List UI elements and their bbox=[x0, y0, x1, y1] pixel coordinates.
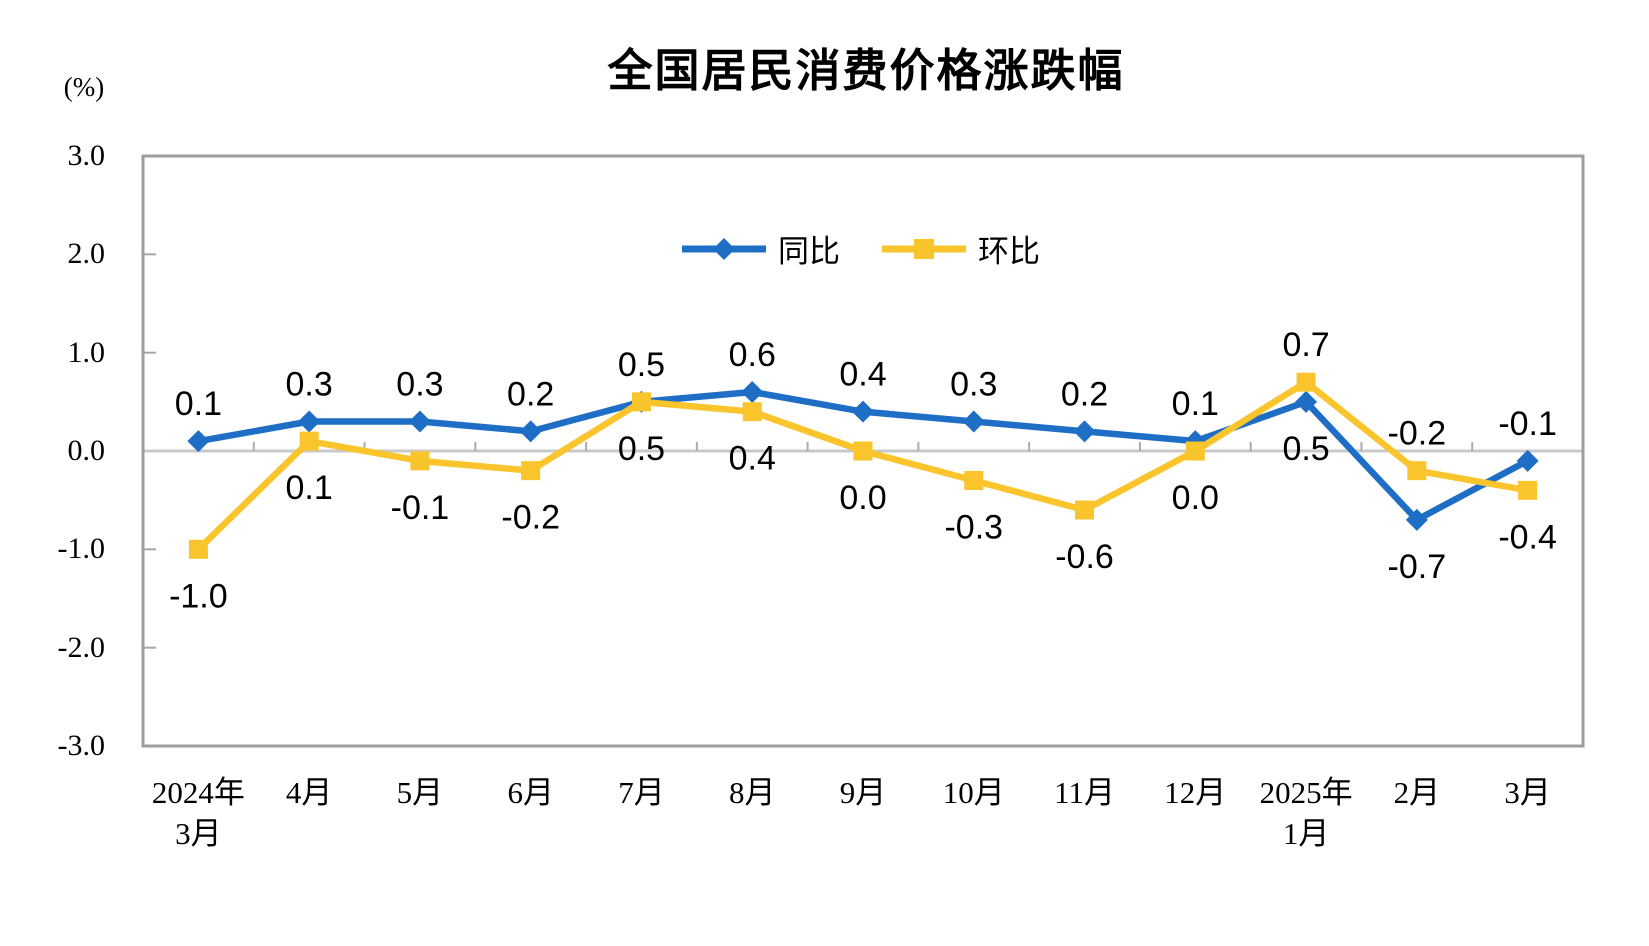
yoy-line-diamond-icon bbox=[682, 237, 766, 260]
y-axis-unit-label: (%) bbox=[63, 72, 105, 102]
data-point-marker-yoy bbox=[298, 410, 321, 433]
x-axis-label: 3月 bbox=[1443, 772, 1613, 814]
data-point-label-yoy: 0.1 bbox=[1172, 385, 1219, 423]
data-point-marker-yoy bbox=[1295, 390, 1318, 413]
mom-line-square-icon bbox=[882, 238, 966, 259]
data-point-label-mom: -0.6 bbox=[1055, 538, 1114, 576]
x-axis-label-line: 8月 bbox=[728, 775, 776, 810]
x-axis-label-line: 10月 bbox=[942, 775, 1005, 810]
data-point-marker-yoy bbox=[519, 420, 542, 443]
x-axis-label: 4月 bbox=[224, 772, 394, 814]
data-point-marker-yoy bbox=[741, 381, 764, 403]
legend-label-mom: 环比 bbox=[978, 234, 1040, 269]
x-axis-label: 7月 bbox=[556, 772, 726, 814]
x-axis-label: 12月 bbox=[1110, 772, 1280, 814]
y-axis-label: -2.0 bbox=[57, 630, 106, 664]
x-axis-label-line: 2025年 bbox=[1259, 775, 1353, 810]
x-axis-label: 2月 bbox=[1332, 772, 1502, 814]
data-point-label-yoy: 0.6 bbox=[729, 336, 776, 374]
data-point-marker-mom bbox=[521, 461, 541, 481]
x-axis-label-line: 3月 bbox=[1504, 775, 1551, 810]
x-axis-label-line: 6月 bbox=[507, 775, 554, 810]
data-point-marker-mom bbox=[410, 451, 430, 471]
data-point-marker-mom bbox=[1296, 372, 1316, 392]
x-axis-label: 9月 bbox=[778, 772, 948, 814]
data-point-label-yoy: -0.1 bbox=[1498, 405, 1557, 443]
data-point-label-mom: 0.1 bbox=[286, 469, 333, 507]
data-point-label-yoy: 0.5 bbox=[1282, 430, 1329, 468]
y-axis-label: 2.0 bbox=[67, 237, 106, 271]
data-point-label-mom: 0.4 bbox=[729, 440, 776, 478]
data-point-marker-yoy bbox=[1516, 449, 1539, 472]
x-axis-label-line: 7月 bbox=[618, 775, 665, 810]
data-point-label-mom: 0.0 bbox=[839, 479, 886, 517]
legend-item-yoy: 同比 bbox=[680, 226, 840, 271]
data-point-label-yoy: 0.2 bbox=[1061, 375, 1108, 413]
y-axis-label: 0.0 bbox=[67, 434, 106, 467]
data-point-marker-yoy bbox=[852, 400, 874, 423]
y-axis-label: 1.0 bbox=[67, 335, 106, 369]
data-point-marker-mom bbox=[1185, 441, 1205, 461]
data-point-marker-mom bbox=[742, 402, 762, 422]
x-axis-label-line: 2024年 bbox=[151, 775, 245, 810]
data-point-marker-mom bbox=[1075, 500, 1095, 520]
legend-item-mom: 环比 bbox=[880, 226, 1040, 271]
data-point-marker-mom bbox=[1407, 461, 1427, 481]
data-point-marker-mom bbox=[188, 539, 208, 559]
data-point-marker-yoy bbox=[1073, 420, 1096, 443]
data-point-label-mom: -0.2 bbox=[501, 499, 560, 537]
x-axis-label: 2025年 1月 bbox=[1221, 772, 1391, 854]
x-axis-label-line: 12月 bbox=[1164, 775, 1227, 810]
data-point-label-yoy: 0.3 bbox=[396, 366, 443, 404]
data-point-label-mom: -1.0 bbox=[169, 577, 228, 615]
data-point-label-yoy: 0.3 bbox=[286, 366, 333, 404]
data-point-label-yoy: 0.1 bbox=[175, 385, 222, 423]
data-point-label-mom: -0.1 bbox=[391, 489, 450, 527]
data-point-label-mom: 0.7 bbox=[1282, 326, 1329, 364]
y-axis-label: -3.0 bbox=[57, 729, 106, 762]
data-point-marker-mom bbox=[964, 471, 984, 490]
x-axis-label-line: 11月 bbox=[1054, 775, 1115, 810]
chart-title: 全国居民消费价格涨跌幅 bbox=[607, 45, 1125, 96]
x-axis-label: 8月 bbox=[667, 772, 837, 814]
data-point-marker-yoy bbox=[962, 410, 985, 433]
x-axis-label: 2024年 3月 bbox=[113, 772, 283, 854]
x-axis-label: 11月 bbox=[1000, 772, 1170, 814]
data-point-label-mom: -0.4 bbox=[1498, 518, 1557, 556]
y-axis-label: -1.0 bbox=[57, 532, 106, 566]
data-point-label-mom: 0.0 bbox=[1172, 479, 1219, 517]
data-point-marker-mom bbox=[299, 431, 319, 451]
data-point-label-mom: -0.2 bbox=[1388, 415, 1447, 453]
x-axis-label-line: 1月 bbox=[1282, 816, 1330, 851]
x-axis-label-line: 5月 bbox=[396, 775, 444, 810]
x-axis-label-line: 9月 bbox=[839, 775, 887, 810]
data-point-marker-yoy bbox=[187, 430, 210, 453]
chart-legend: 同比 环比 bbox=[680, 226, 1040, 271]
y-axis-label: 3.0 bbox=[67, 139, 106, 172]
data-point-marker-mom bbox=[1518, 480, 1538, 500]
data-point-label-yoy: 0.3 bbox=[950, 366, 997, 404]
data-point-marker-yoy bbox=[408, 410, 431, 433]
x-axis-label-line: 3月 bbox=[175, 816, 222, 851]
data-point-label-yoy: 0.5 bbox=[618, 346, 665, 384]
x-axis-label: 5月 bbox=[335, 772, 505, 814]
data-point-label-mom: 0.5 bbox=[618, 430, 665, 468]
data-point-label-mom: -0.3 bbox=[944, 509, 1003, 547]
data-point-label-yoy: 0.2 bbox=[507, 375, 554, 413]
data-point-label-yoy: -0.7 bbox=[1388, 548, 1447, 586]
plot-border bbox=[141, 154, 1585, 748]
x-axis-label: 6月 bbox=[446, 772, 616, 814]
data-point-marker-mom bbox=[853, 441, 873, 461]
x-axis-label-line: 4月 bbox=[285, 775, 333, 810]
data-point-marker-yoy bbox=[1405, 508, 1428, 531]
data-point-label-yoy: 0.4 bbox=[839, 356, 886, 394]
x-axis-label-line: 2月 bbox=[1393, 775, 1441, 810]
data-point-marker-mom bbox=[631, 392, 651, 412]
legend-label-yoy: 同比 bbox=[778, 234, 840, 269]
x-axis-label: 10月 bbox=[889, 772, 1059, 814]
